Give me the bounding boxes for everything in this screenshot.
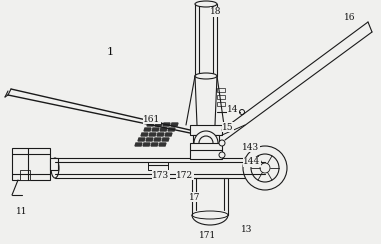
Circle shape	[219, 152, 225, 158]
Bar	[12, 148, 50, 180]
Bar	[50, 158, 58, 170]
Circle shape	[243, 146, 287, 190]
Bar	[190, 125, 222, 135]
Bar	[217, 95, 225, 99]
Polygon shape	[151, 143, 158, 146]
Circle shape	[199, 136, 213, 150]
Bar	[190, 143, 222, 159]
Polygon shape	[155, 123, 162, 126]
Text: 173: 173	[152, 171, 170, 180]
Polygon shape	[159, 143, 166, 146]
Polygon shape	[138, 138, 145, 141]
Bar	[217, 88, 225, 92]
Text: 17: 17	[189, 193, 201, 202]
Polygon shape	[141, 133, 148, 136]
Bar	[55, 158, 265, 178]
Polygon shape	[143, 143, 150, 146]
Ellipse shape	[195, 73, 217, 79]
Text: 13: 13	[241, 225, 253, 234]
Circle shape	[240, 110, 245, 114]
Polygon shape	[147, 123, 154, 126]
Circle shape	[219, 140, 225, 146]
Polygon shape	[146, 138, 153, 141]
Polygon shape	[135, 143, 142, 146]
Text: 16: 16	[344, 12, 356, 21]
Polygon shape	[165, 133, 172, 136]
Polygon shape	[152, 128, 159, 131]
Ellipse shape	[51, 158, 59, 178]
Text: 14: 14	[227, 105, 239, 114]
Polygon shape	[154, 138, 161, 141]
Bar	[217, 102, 225, 106]
Bar	[195, 4, 217, 76]
Polygon shape	[168, 128, 175, 131]
Ellipse shape	[192, 211, 228, 219]
Circle shape	[251, 154, 279, 182]
Polygon shape	[163, 123, 170, 126]
Bar	[148, 162, 168, 170]
Text: 11: 11	[16, 207, 28, 216]
Bar	[20, 170, 30, 180]
Polygon shape	[160, 128, 167, 131]
Text: 18: 18	[210, 8, 222, 17]
Text: 171: 171	[199, 231, 217, 240]
Bar	[193, 135, 219, 143]
Text: 144: 144	[243, 157, 261, 166]
Text: 143: 143	[242, 142, 259, 152]
Polygon shape	[171, 123, 178, 126]
Circle shape	[194, 131, 218, 155]
Text: 161: 161	[143, 114, 161, 123]
Polygon shape	[157, 133, 164, 136]
Circle shape	[260, 163, 270, 173]
Polygon shape	[144, 128, 151, 131]
Polygon shape	[162, 138, 169, 141]
Text: 172: 172	[176, 171, 194, 180]
Text: 1: 1	[106, 47, 114, 57]
Polygon shape	[149, 133, 156, 136]
Text: 15: 15	[222, 122, 234, 132]
Ellipse shape	[195, 1, 217, 7]
